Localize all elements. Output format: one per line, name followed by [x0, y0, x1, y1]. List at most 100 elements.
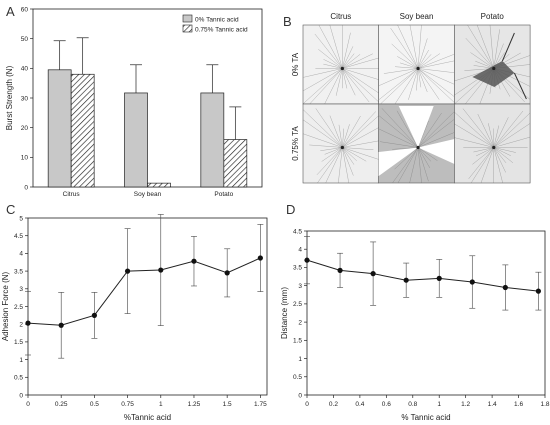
column-title: Potato — [481, 12, 505, 21]
fiber-streak — [417, 132, 455, 148]
fiber-streak — [342, 68, 348, 89]
fiber-streak — [342, 115, 379, 148]
y-tick-label: 20 — [21, 125, 29, 132]
fiber-streak — [493, 136, 531, 148]
plot-frame — [27, 217, 268, 396]
puncture-point — [340, 66, 344, 71]
bar — [223, 139, 248, 188]
fiber-streak — [318, 24, 343, 69]
fiber-streak — [417, 68, 428, 93]
fiber-streak — [379, 141, 419, 148]
fiber-streak — [417, 68, 440, 100]
x-tick-label: 1.75 — [254, 401, 267, 408]
torn-region — [378, 147, 419, 176]
data-point — [257, 255, 263, 261]
fiber-streak — [342, 147, 354, 176]
fiber-streak — [318, 49, 343, 69]
x-tick-label: 1.4 — [488, 401, 497, 408]
x-tick-label: 0.6 — [382, 401, 391, 408]
fiber-streak — [329, 24, 343, 69]
y-tick-label: 30 — [21, 95, 29, 102]
fiber-streak — [397, 24, 419, 69]
fiber-streak — [417, 68, 455, 97]
column-title: Soy bean — [400, 12, 434, 21]
puncture-point — [492, 66, 496, 71]
fiber-streak — [302, 68, 343, 92]
y-tick-label: 1 — [19, 357, 23, 364]
fiber-streak — [342, 68, 356, 96]
y-tick-label: 2 — [19, 322, 23, 329]
panel-label-d: D — [286, 202, 295, 217]
panel-a-bar-chart: 0 10 20 30 40 50 60 Burst Strength (N) Citrus Soy… — [5, 6, 263, 198]
panel-c-line-chart: 0 0.5 1 1.5 2 2.5 3 3.5 4 4.5 5 0 0.25 0.5 0.75 1 1.25 1.… — [1, 214, 268, 422]
x-tick-label: 0 — [305, 401, 309, 408]
fiber-streak — [342, 111, 376, 148]
fiber-streak — [417, 68, 422, 88]
fiber-streak — [303, 68, 343, 78]
x-tick-label: 0.5 — [90, 401, 99, 408]
fiber-streak — [480, 147, 494, 184]
fiber-streak — [417, 68, 455, 103]
y-tick-label: 0.5 — [293, 374, 302, 381]
fragment-shape — [472, 61, 515, 87]
fiber-streak — [417, 112, 442, 148]
fiber-streak — [418, 68, 455, 73]
fiber-streak — [417, 111, 455, 148]
fiber-streak — [470, 52, 494, 69]
y-tick-label: 1.5 — [14, 339, 23, 346]
fiber-streak — [493, 29, 500, 69]
fiber-streak — [342, 53, 355, 69]
fiber-streak — [489, 24, 494, 69]
torn-region — [418, 139, 455, 164]
bar — [124, 92, 148, 188]
y-tick-label: 0 — [19, 392, 23, 399]
y-axis-label: Burst Strength (N) — [5, 65, 14, 130]
fiber-streak — [342, 147, 379, 160]
fiber-streak — [342, 68, 379, 94]
row-title: 0.75% TA — [291, 126, 300, 161]
data-point — [370, 271, 376, 277]
panel-label-a: A — [6, 4, 15, 19]
fiber-streak — [314, 33, 343, 69]
fiber-streak — [383, 68, 419, 74]
y-tick-label: 10 — [21, 155, 29, 162]
fiber-streak — [477, 113, 494, 148]
data-point — [224, 270, 230, 276]
y-tick-label: 1 — [298, 356, 302, 363]
fiber-streak — [473, 147, 494, 153]
bar — [47, 69, 72, 188]
micrograph-cell — [302, 103, 379, 184]
panel-label-c: C — [6, 202, 15, 217]
x-tick-label: 1.2 — [461, 401, 470, 408]
micrograph-cell — [378, 103, 455, 184]
fiber-streak — [302, 109, 343, 148]
data-point — [158, 267, 164, 273]
y-tick-label: 0 — [24, 184, 28, 191]
fiber-streak — [378, 115, 419, 148]
x-axis-label: % Tannic acid — [401, 413, 450, 422]
fiber-streak — [315, 108, 343, 148]
fiber-streak — [417, 38, 428, 69]
y-tick-label: 4.5 — [14, 233, 23, 240]
fiber-streak — [394, 147, 419, 170]
fiber-streak — [409, 147, 419, 184]
plot-frame — [306, 230, 546, 396]
fiber-streak — [454, 137, 494, 148]
micrograph-cell — [454, 24, 531, 105]
fiber-streak — [323, 59, 343, 69]
fiber-streak — [342, 46, 354, 69]
legend-label: 0.75% Tannic acid — [195, 26, 248, 33]
fiber-streak — [342, 115, 361, 148]
fiber-streak — [342, 127, 379, 148]
fiber-streak — [342, 68, 379, 103]
y-tick-label: 4.5 — [293, 228, 302, 235]
fiber-streak — [476, 147, 494, 157]
fiber-streak — [493, 117, 509, 148]
x-category-label: Citrus — [63, 191, 81, 198]
bar — [200, 92, 225, 188]
y-tick-label: 2.5 — [14, 304, 23, 311]
y-tick-label: 2 — [298, 319, 302, 326]
crack-line — [513, 72, 527, 100]
bar — [147, 182, 171, 188]
fiber-streak — [493, 147, 514, 163]
